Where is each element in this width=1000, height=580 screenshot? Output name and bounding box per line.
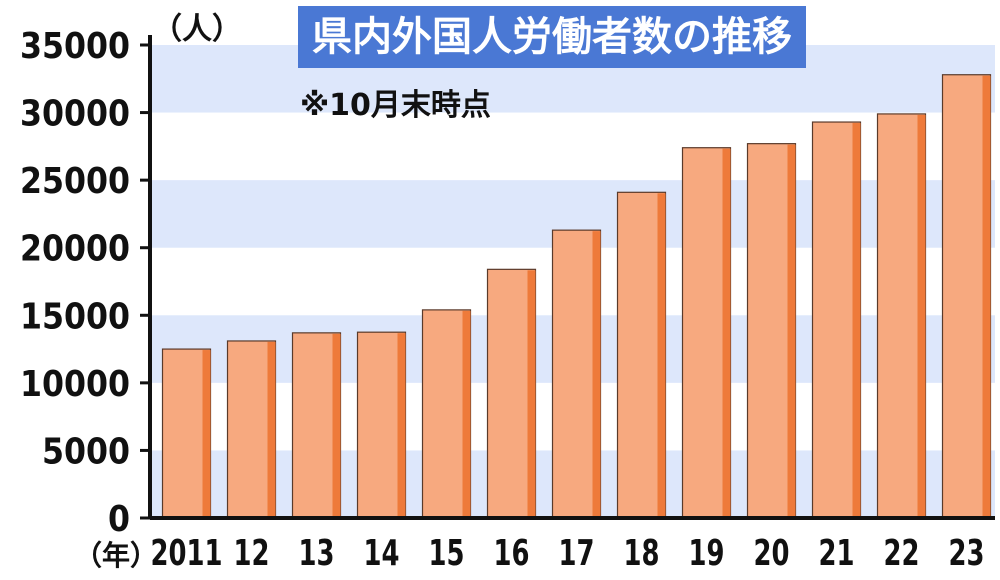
y-tick-labels: 0 5000 10000 15000 20000 25000 30000 35000 xyxy=(20,26,130,540)
bar-side-16 xyxy=(527,270,536,518)
x-tick-label: 18 xyxy=(624,533,660,574)
x-tick-label: 14 xyxy=(364,533,400,574)
x-tick-label: 19 xyxy=(689,533,725,574)
axes-group xyxy=(140,35,995,520)
bar-side-23 xyxy=(982,75,991,518)
y-tick-label: 20000 xyxy=(20,229,130,270)
x-tick-label: 13 xyxy=(299,533,335,574)
bar-side-19 xyxy=(722,148,731,519)
x-tick-label: 23 xyxy=(949,533,985,574)
x-unit-label: （年） xyxy=(74,539,159,572)
bar-side-13 xyxy=(332,333,341,518)
y-tick-label: 30000 xyxy=(20,94,130,135)
x-tick-label: 20 xyxy=(754,533,790,574)
bar-side-2011 xyxy=(202,350,211,518)
x-tick-label: 2011 xyxy=(151,533,223,574)
bar-side-15 xyxy=(462,310,471,518)
x-tick-label: 12 xyxy=(234,533,270,574)
bar-side-14 xyxy=(397,333,406,518)
bars-group xyxy=(161,74,992,519)
bar-side-17 xyxy=(592,231,601,518)
x-tick-labels: 2011 12 13 14 15 16 17 18 19 20 21 22 23 xyxy=(151,533,985,574)
bar-side-22 xyxy=(917,114,926,519)
bar-side-20 xyxy=(787,144,796,518)
y-tick-label: 15000 xyxy=(20,296,130,337)
x-tick-label: 22 xyxy=(884,533,920,574)
x-tick-label: 16 xyxy=(494,533,530,574)
bar-side-18 xyxy=(657,193,666,518)
y-tick-label: 35000 xyxy=(20,26,130,67)
chart-note: ※10月末時点 xyxy=(300,88,491,123)
chart-title: 県内外国人労働者数の推移 xyxy=(298,6,806,68)
y-tick-label: 0 xyxy=(108,499,130,540)
y-unit-label: （人） xyxy=(152,12,242,47)
x-tick-label: 21 xyxy=(819,533,855,574)
y-tick-label: 25000 xyxy=(20,161,130,202)
y-tick-label: 10000 xyxy=(20,364,130,405)
x-tick-label: 15 xyxy=(429,533,465,574)
x-tick-label: 17 xyxy=(559,533,595,574)
bar-side-21 xyxy=(852,123,861,518)
bar-side-12 xyxy=(267,341,276,518)
y-tick-label: 5000 xyxy=(42,431,130,472)
